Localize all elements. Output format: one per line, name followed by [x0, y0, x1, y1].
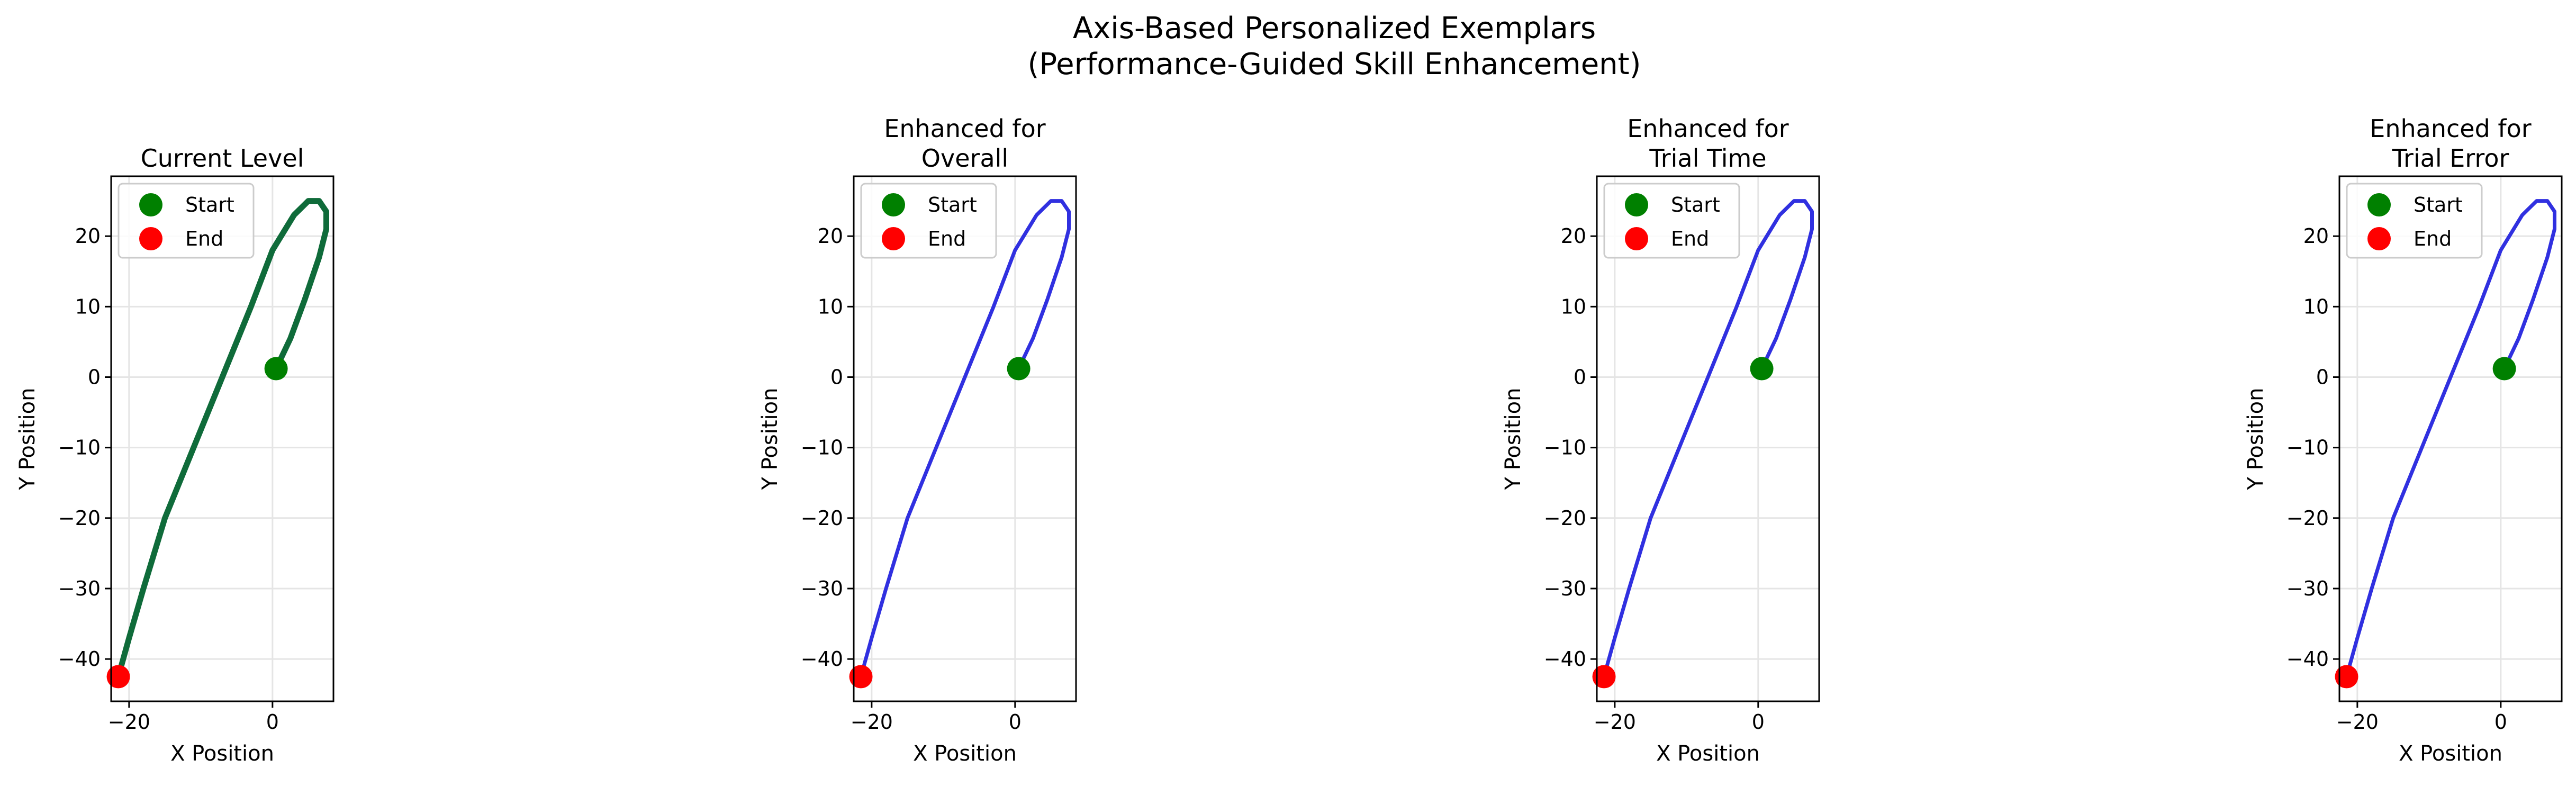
start-marker — [2492, 357, 2516, 381]
y-tick-label: −10 — [801, 436, 843, 459]
subplot-title: Current Level — [141, 144, 304, 173]
legend-end-marker — [1625, 227, 1648, 250]
legend: Start End — [2346, 183, 2483, 259]
subplot-title: Trial Error — [2392, 144, 2509, 173]
legend-label: Start — [1671, 193, 1720, 216]
legend: Start End — [860, 183, 997, 259]
legend: Start End — [1603, 183, 1740, 259]
x-tick-label: 0 — [1009, 710, 1022, 734]
y-axis-label: Y Position — [2244, 388, 2268, 491]
y-tick-label: 20 — [75, 224, 101, 248]
end-marker — [106, 665, 130, 689]
x-axis-label: X Position — [1656, 742, 1760, 766]
legend-label: Start — [185, 193, 234, 216]
y-tick-label: 20 — [818, 224, 843, 248]
x-tick-label: −20 — [2336, 710, 2379, 734]
y-tick-label: −20 — [1544, 507, 1586, 530]
y-tick-label: −40 — [58, 647, 101, 671]
y-tick-label: 20 — [1561, 224, 1586, 248]
start-marker — [264, 357, 288, 381]
figure-title-line1: Axis-Based Personalized Exemplars — [1073, 11, 1596, 46]
x-axis-label: X Position — [170, 742, 274, 766]
trajectory-line — [115, 198, 329, 680]
start-marker — [1750, 357, 1774, 381]
y-tick-label: −40 — [801, 647, 843, 671]
legend-label: Start — [928, 193, 977, 216]
legend-label: End — [185, 227, 223, 250]
start-marker — [1007, 357, 1031, 381]
legend-label: End — [1671, 227, 1709, 250]
x-tick-label: 0 — [1752, 710, 1765, 734]
subplot-1: Current Level −20 0 −40 −30 −20 −10 0 10 20 X Posi… — [15, 144, 335, 766]
legend-start-marker — [139, 193, 162, 216]
y-tick-label: −10 — [1544, 436, 1586, 459]
end-marker — [1592, 665, 1616, 689]
y-tick-label: 0 — [88, 365, 101, 389]
legend-label: End — [2414, 227, 2452, 250]
y-tick-label: −20 — [58, 507, 101, 530]
y-tick-label: 0 — [1574, 365, 1586, 389]
axes-frame — [853, 175, 1077, 702]
y-tick-label: 10 — [1561, 295, 1586, 318]
y-axis-label: Y Position — [15, 388, 40, 491]
x-tick-label: −20 — [108, 710, 150, 734]
y-tick-label: −30 — [801, 577, 843, 600]
y-tick-label: −20 — [2286, 507, 2329, 530]
subplot-title: Enhanced for — [884, 114, 1045, 143]
subplot-title: Trial Time — [1649, 144, 1766, 173]
x-axis-label: X Position — [2399, 742, 2502, 766]
y-tick-label: −10 — [58, 436, 101, 459]
y-tick-label: −30 — [2286, 577, 2329, 600]
axes-frame — [2338, 175, 2563, 702]
subplot-title: Enhanced for — [1627, 114, 1788, 143]
x-tick-label: 0 — [2494, 710, 2507, 734]
end-marker — [849, 665, 873, 689]
legend-start-marker — [882, 193, 905, 216]
legend-label: Start — [2414, 193, 2463, 216]
y-tick-label: −30 — [1544, 577, 1586, 600]
y-tick-label: 10 — [75, 295, 101, 318]
subplot-title: Enhanced for — [2370, 114, 2531, 143]
trajectory-line — [1602, 199, 1814, 679]
legend-start-marker — [2367, 193, 2391, 216]
trajectory-line — [859, 199, 1071, 679]
legend-start-marker — [1625, 193, 1648, 216]
y-tick-label: 10 — [2303, 295, 2329, 318]
axes-frame — [1596, 175, 1820, 702]
y-tick-label: −20 — [801, 507, 843, 530]
legend: Start End — [117, 183, 255, 259]
subplot-grid: Current Level −20 0 −40 −30 −20 −10 0 10 20 X Posi… — [15, 114, 2563, 766]
subplot-title: Overall — [921, 144, 1008, 173]
legend-label: End — [928, 227, 966, 250]
x-tick-label: −20 — [851, 710, 893, 734]
axes-frame — [110, 175, 335, 702]
legend-end-marker — [2367, 227, 2391, 250]
legend-end-marker — [882, 227, 905, 250]
legend-end-marker — [139, 227, 162, 250]
y-tick-label: 10 — [818, 295, 843, 318]
y-tick-label: −30 — [58, 577, 101, 600]
y-tick-label: 20 — [2303, 224, 2329, 248]
y-tick-label: −40 — [2286, 647, 2329, 671]
y-axis-label: Y Position — [1501, 388, 1525, 491]
y-tick-label: −10 — [2286, 436, 2329, 459]
trajectory-line — [2345, 199, 2556, 679]
y-axis-label: Y Position — [758, 388, 782, 491]
figure-title-line2: (Performance-Guided Skill Enhancement) — [1028, 47, 1641, 82]
x-tick-label: −20 — [1594, 710, 1636, 734]
y-tick-label: 0 — [830, 365, 843, 389]
x-tick-label: 0 — [266, 710, 279, 734]
y-tick-label: 0 — [2316, 365, 2329, 389]
y-tick-label: −40 — [1544, 647, 1586, 671]
end-marker — [2335, 665, 2358, 689]
x-axis-label: X Position — [913, 742, 1017, 766]
